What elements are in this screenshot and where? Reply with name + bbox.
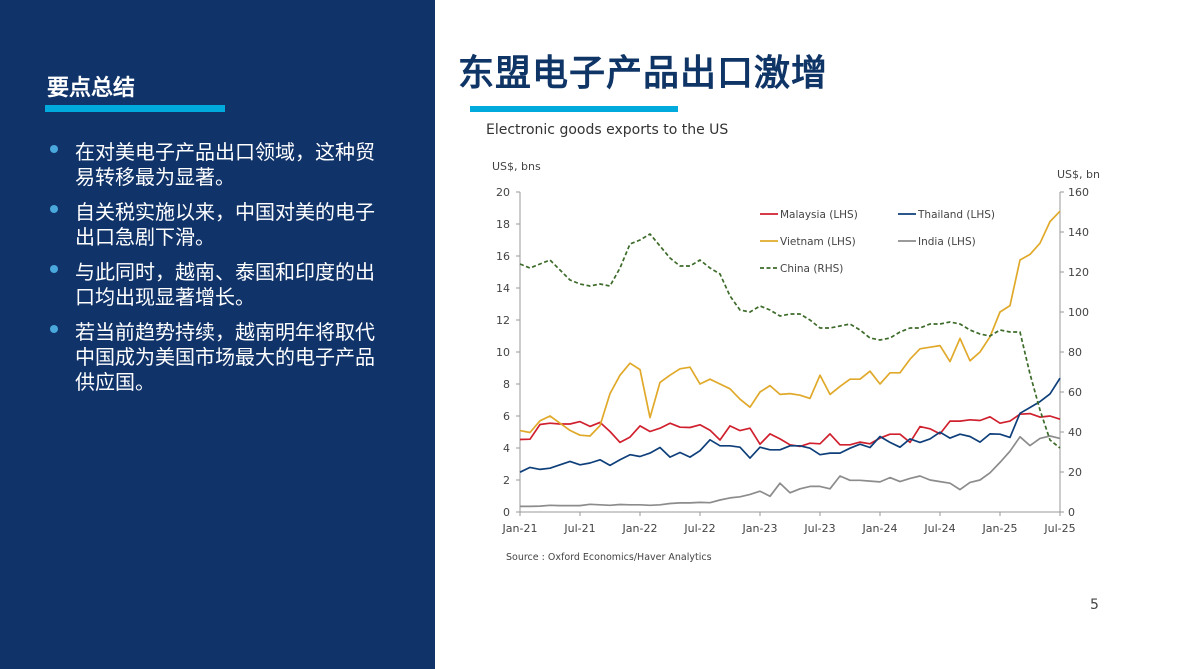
y-tick-label-left: 20: [496, 186, 510, 199]
x-tick-label: Jan-21: [502, 522, 538, 535]
series-line-malaysia: [519, 412, 1061, 448]
x-tick-label: Jul-23: [803, 522, 835, 535]
line-chart: 0 2 4 6 8 10 12 14 16 18 20 0 20 40 60 80 100 120 140 160 US…: [492, 160, 1100, 535]
legend-label: Thailand (LHS): [917, 209, 995, 221]
x-tick-label: Jul-22: [683, 522, 715, 535]
y-tick-label-left: 16: [496, 250, 510, 263]
x-tick-label: Jan-22: [622, 522, 658, 535]
y-tick-label-left: 8: [503, 378, 510, 391]
bullet-dot-icon: [50, 265, 58, 273]
title-underline: [470, 106, 678, 112]
x-tick-label: Jan-25: [982, 522, 1018, 535]
y-tick-label-left: 4: [503, 442, 510, 455]
source-note: Source : Oxford Economics/Haver Analytic…: [506, 552, 712, 563]
bullet-text: 与此同时，越南、泰国和印度的出口均出现显著增长。: [75, 260, 375, 309]
bullet-text: 若当前趋势持续，越南明年将取代中国成为美国市场最大的电子产品供应国。: [75, 320, 375, 394]
bullet-item: 与此同时，越南、泰国和印度的出口均出现显著增长。: [48, 260, 393, 310]
y-tick-label-right: 160: [1068, 186, 1089, 199]
y-tick-label-right: 60: [1068, 386, 1082, 399]
x-tick-label: Jan-24: [862, 522, 898, 535]
y-axis-label-left: US$, bns: [492, 160, 541, 173]
bullet-dot-icon: [50, 325, 58, 333]
chart-title: Electronic goods exports to the US: [486, 122, 729, 138]
y-tick-label-right: 20: [1068, 466, 1082, 479]
y-tick-label-left: 14: [496, 282, 510, 295]
page-title: 东盟电子产品出口激增: [458, 53, 829, 94]
series-line-vietnam: [519, 210, 1061, 437]
bullet-dot-icon: [50, 145, 58, 153]
page-number: 5: [1090, 597, 1099, 613]
x-tick-label: Jul-24: [923, 522, 955, 535]
y-tick-label-right: 100: [1068, 306, 1089, 319]
bullet-item: 自关税实施以来，中国对美的电子出口急剧下滑。: [48, 200, 393, 250]
series-line-thailand: [519, 377, 1061, 473]
bullet-dot-icon: [50, 205, 58, 213]
y-axis-label-right: US$, bns: [1057, 168, 1100, 181]
bullet-text: 在对美电子产品出口领域，这种贸易转移最为显著。: [75, 140, 375, 189]
legend-label: Vietnam (LHS): [780, 236, 856, 248]
y-tick-label-right: 140: [1068, 226, 1089, 239]
y-tick-label-right: 0: [1068, 506, 1075, 519]
y-tick-label-left: 18: [496, 218, 510, 231]
y-tick-label-left: 6: [503, 410, 510, 423]
legend-label: Malaysia (LHS): [780, 209, 858, 221]
title-underline: [45, 105, 225, 112]
legend-label: China (RHS): [780, 263, 843, 275]
y-tick-label-left: 12: [496, 314, 510, 327]
y-tick-label-left: 0: [503, 506, 510, 519]
summary-bullets: 在对美电子产品出口领域，这种贸易转移最为显著。 自关税实施以来，中国对美的电子出…: [48, 140, 398, 405]
legend-label: India (LHS): [918, 236, 976, 248]
x-tick-label: Jul-25: [1043, 522, 1075, 535]
series-line-india: [520, 435, 1061, 508]
bullet-item: 在对美电子产品出口领域，这种贸易转移最为显著。: [48, 140, 393, 190]
y-tick-label-right: 80: [1068, 346, 1082, 359]
y-tick-label-right: 40: [1068, 426, 1082, 439]
x-tick-label: Jul-21: [563, 522, 595, 535]
summary-title: 要点总结: [47, 76, 136, 101]
bullet-item: 若当前趋势持续，越南明年将取代中国成为美国市场最大的电子产品供应国。: [48, 320, 393, 395]
y-tick-label-left: 10: [496, 346, 510, 359]
x-tick-label: Jan-23: [742, 522, 778, 535]
y-tick-label-left: 2: [503, 474, 510, 487]
y-tick-label-right: 120: [1068, 266, 1089, 279]
bullet-text: 自关税实施以来，中国对美的电子出口急剧下滑。: [75, 200, 375, 249]
summary-panel: 要点总结 在对美电子产品出口领域，这种贸易转移最为显著。 自关税实施以来，中国对…: [0, 0, 435, 669]
